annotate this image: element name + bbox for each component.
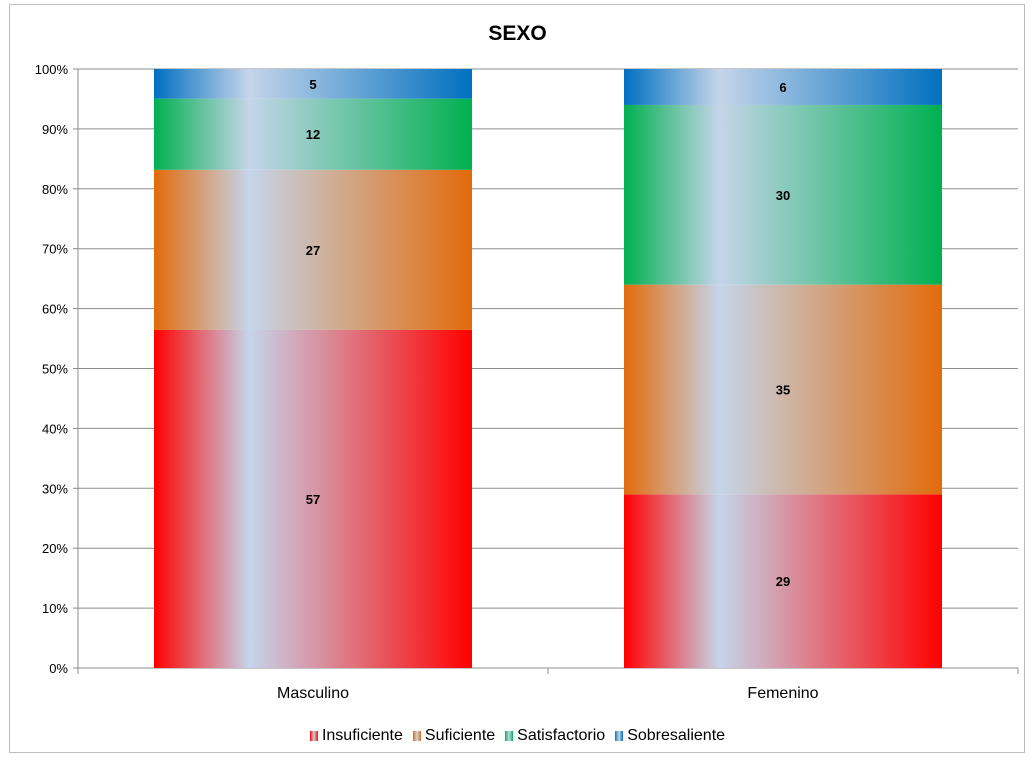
legend-label: Suficiente [424, 727, 496, 744]
legend: Insuficiente Suficiente Satisfactorio Sobre… [0, 727, 1035, 745]
bar-segment [624, 284, 942, 495]
y-tick-label: 60% [42, 302, 68, 317]
y-tick-label: 10% [42, 601, 68, 616]
bar-segment [154, 69, 472, 99]
legend-label: Sobresaliente [627, 727, 726, 744]
bar-segment [624, 69, 942, 105]
y-tick-label: 0% [49, 661, 68, 676]
x-tick-label: Femenino [747, 685, 818, 702]
data-label: 27 [306, 243, 320, 258]
chart-title: SEXO [488, 22, 547, 45]
y-tick-label: 100% [35, 62, 69, 77]
bar-segment [624, 104, 942, 285]
bar-segment [154, 169, 472, 330]
x-tick-label: Masculino [277, 685, 349, 702]
bar-segment [624, 494, 942, 668]
legend-item: Insuficiente [309, 727, 403, 745]
data-label: 57 [306, 492, 320, 507]
bar-segment [154, 98, 472, 170]
data-label: 30 [776, 188, 790, 203]
data-label: 12 [306, 127, 320, 142]
bar-segment [154, 329, 472, 668]
legend-swatch [412, 731, 421, 741]
data-label: 35 [776, 382, 790, 397]
y-tick-label: 90% [42, 122, 68, 137]
y-tick-label: 20% [42, 541, 68, 556]
y-tick-label: 30% [42, 481, 68, 496]
legend-item: Sobresaliente [615, 727, 725, 745]
data-label: 6 [779, 80, 786, 95]
data-label: 5 [309, 77, 316, 92]
y-tick-label: 40% [42, 421, 68, 436]
legend-swatch [505, 731, 514, 741]
legend-label: Insuficiente [321, 727, 403, 744]
data-label: 29 [776, 574, 790, 589]
legend-swatch [309, 731, 318, 741]
y-tick-label: 70% [42, 242, 68, 257]
legend-item: Suficiente [412, 727, 496, 745]
legend-swatch [615, 731, 624, 741]
legend-label: Satisfactorio [517, 727, 606, 744]
y-tick-label: 50% [42, 362, 68, 377]
y-tick-label: 80% [42, 182, 68, 197]
legend-item: Satisfactorio [505, 727, 605, 745]
